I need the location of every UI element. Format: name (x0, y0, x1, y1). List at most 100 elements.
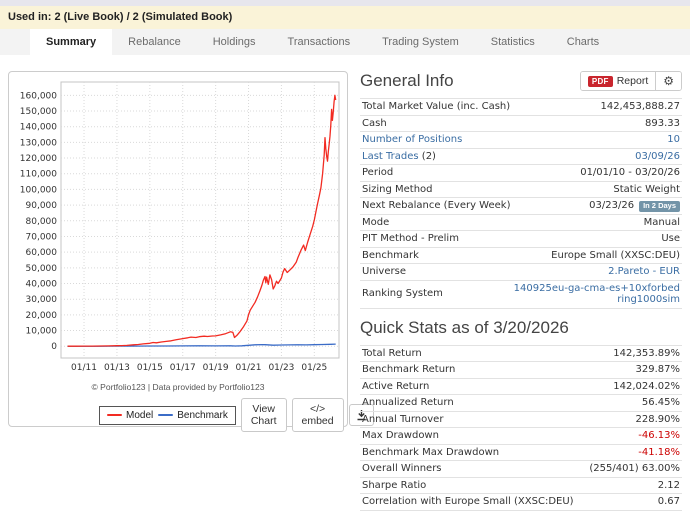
quick-stats-row-active-return: Active Return 142,024.02% (360, 379, 682, 396)
y-tick-label: 40,000 (26, 280, 58, 290)
period-label: Period (362, 167, 394, 178)
download-chart-button[interactable] (348, 404, 374, 426)
y-tick-label: 50,000 (26, 264, 58, 274)
gear-icon: ⚙ (663, 74, 674, 88)
total-return-label: Total Return (362, 347, 422, 359)
sharpe-ratio-value: 2.12 (658, 480, 680, 492)
general-info-row-ranking-system: Ranking System 140925eu-ga-cma-es+10xforb… (360, 281, 682, 309)
chart-card: 0 10,000 20,000 30,000 40,000 50,000 60,000 70,… (8, 71, 374, 432)
x-tick-label: 01/11 (71, 363, 97, 373)
tab-statistics[interactable]: Statistics (490, 36, 535, 48)
number-of-positions-label: Number of Positions (362, 134, 462, 146)
legend-item-model[interactable]: Model (107, 410, 153, 421)
overall-winners-value: (255/401) 63.00% (589, 463, 680, 475)
active-return-value: 142,024.02% (613, 381, 680, 393)
general-info-title: General Info (360, 71, 454, 90)
active-return-value-text: 142,024.02% (613, 380, 680, 392)
last-trades-value: 03/09/26 (635, 151, 680, 163)
mode-label: Mode (362, 216, 390, 228)
general-info-table: Total Market Value (inc. Cash) 142,453,88… (360, 98, 682, 309)
sharpe-ratio-value-text: 2.12 (657, 479, 680, 491)
model-series-line (67, 94, 337, 347)
x-tick-label: 01/15 (137, 363, 163, 373)
legend-item-benchmark[interactable]: Benchmark (158, 410, 228, 421)
period-value-text: 01/01/10 - 03/20/26 (580, 167, 680, 178)
label-suffix: (2) (418, 150, 436, 162)
cash-label: Cash (362, 117, 387, 129)
quick-stats-row-benchmark-return: Benchmark Return 329.87% (360, 362, 682, 379)
benchmark-return-value-text: 329.87% (635, 364, 681, 376)
tab-charts[interactable]: Charts (566, 36, 600, 48)
y-tick-label: 60,000 (26, 248, 58, 258)
number-of-positions-link[interactable]: Number of Positions (362, 134, 463, 145)
report-settings-button[interactable]: ⚙ (655, 72, 681, 90)
tab-summary[interactable]: Summary (30, 29, 113, 55)
tab-rebalance[interactable]: Rebalance (128, 36, 181, 48)
chart-legend: Model Benchmark (99, 405, 236, 425)
number-of-positions-value-link[interactable]: 10 (667, 134, 680, 145)
general-info-row-total-market-value-inc-cash: Total Market Value (inc. Cash) 142,453,88… (360, 99, 682, 116)
report-button-group: PDF Report ⚙ (579, 71, 682, 91)
quick-stats-row-annualized-return: Annualized Return 56.45% (360, 395, 682, 412)
quick-stats-row-correlation-with-europe-small-xxsc-deu: Correlation with Europe Small (XXSC:DEU)… (360, 494, 682, 511)
y-tick-label: 80,000 (26, 217, 58, 227)
general-info-row-last-trades: Last Trades (2) 03/09/26 (360, 149, 682, 165)
overall-winners-value-text: (255/401) 63.00% (589, 463, 680, 475)
model-series-swatch (107, 414, 122, 416)
last-trades-link[interactable]: Last Trades (362, 150, 419, 162)
quick-stats-row-max-drawdown: Max Drawdown -46.13% (360, 428, 682, 445)
y-tick-label: 30,000 (26, 295, 58, 305)
pit-method-prelim-value: Use (661, 233, 680, 245)
pit-method-prelim-value-text: Use (661, 233, 680, 245)
embed-button[interactable]: </> embed (291, 398, 344, 432)
benchmark-return-label: Benchmark Return (362, 364, 456, 376)
benchmark-max-drawdown-value: -41.18% (638, 447, 680, 459)
correlation-with-europe-small-xxsc-deu-value-text: 0.67 (657, 496, 680, 508)
tab-transactions[interactable]: Transactions (287, 36, 351, 48)
annual-turnover-value-text: 228.90% (635, 413, 681, 425)
quick-stats-row-annual-turnover: Annual Turnover 228.90% (360, 412, 682, 429)
x-tick-label: 01/17 (170, 363, 196, 373)
quick-stats-table: Total Return 142,353.89% Benchmark Return 3… (360, 344, 682, 511)
plot-area (60, 81, 340, 359)
view-chart-button[interactable]: View Chart (240, 398, 287, 432)
number-of-positions-value: 10 (667, 134, 680, 146)
y-tick-label: 110,000 (20, 170, 57, 180)
total-market-value-inc-cash-label: Total Market Value (inc. Cash) (362, 101, 511, 112)
overall-winners-label: Overall Winners (362, 463, 442, 475)
sizing-method-value: Static Weight (613, 184, 680, 196)
universe-value-link[interactable]: 2.Pareto - EUR (608, 266, 680, 278)
benchmark-return-value: 329.87% (636, 364, 681, 376)
benchmark-max-drawdown-value-text: -41.18% (638, 446, 680, 458)
benchmark-series-line (67, 343, 336, 347)
last-trades-value-link[interactable]: 03/09/26 (635, 150, 680, 162)
cash-value-text: 893.33 (645, 117, 680, 129)
quick-stats-row-total-return: Total Return 142,353.89% (360, 346, 682, 363)
active-return-label: Active Return (362, 380, 430, 392)
tab-holdings[interactable]: Holdings (212, 36, 256, 48)
next-rebalance-every-week-value-text: 03/23/26 (589, 200, 635, 211)
max-drawdown-value: -46.13% (638, 430, 680, 442)
legend-label: Benchmark (177, 409, 228, 421)
pit-method-prelim-label: PIT Method - Prelim (362, 233, 459, 245)
general-info-row-universe: Universe 2.Pareto - EUR (360, 264, 682, 281)
general-info-row-sizing-method: Sizing Method Static Weight (360, 182, 682, 198)
ranking-system-value: 140925eu-ga-cma-es+10xforbedring1000sim (512, 283, 680, 306)
y-tick-label: 20,000 (26, 311, 58, 321)
period-value: 01/01/10 - 03/20/26 (580, 167, 680, 179)
y-tick-label: 150,000 (20, 107, 57, 117)
y-tick-label: 70,000 (26, 232, 58, 242)
total-market-value-inc-cash-value-text: 142,453,888.27 (600, 101, 680, 112)
benchmark-label: Benchmark (362, 249, 419, 261)
ranking-system-value-link[interactable]: 140925eu-ga-cma-es+10xforbedring1000sim (513, 282, 680, 306)
annualized-return-value: 56.45% (642, 397, 680, 409)
universe-label: Universe (362, 266, 406, 278)
tab-trading-system[interactable]: Trading System (382, 36, 459, 48)
x-tick-label: 01/21 (236, 363, 262, 373)
general-info-row-next-rebalance-every-week: Next Rebalance (Every Week) 03/23/26 In 2 … (360, 198, 682, 215)
general-info-row-benchmark: Benchmark Europe Small (XXSC:DEU) (360, 248, 682, 265)
y-tick-label: 140,000 (20, 123, 57, 133)
next-rebalance-every-week-label: Next Rebalance (Every Week) (362, 200, 511, 212)
x-tick-label: 01/13 (104, 363, 130, 373)
pdf-report-button[interactable]: PDF Report (580, 72, 656, 90)
